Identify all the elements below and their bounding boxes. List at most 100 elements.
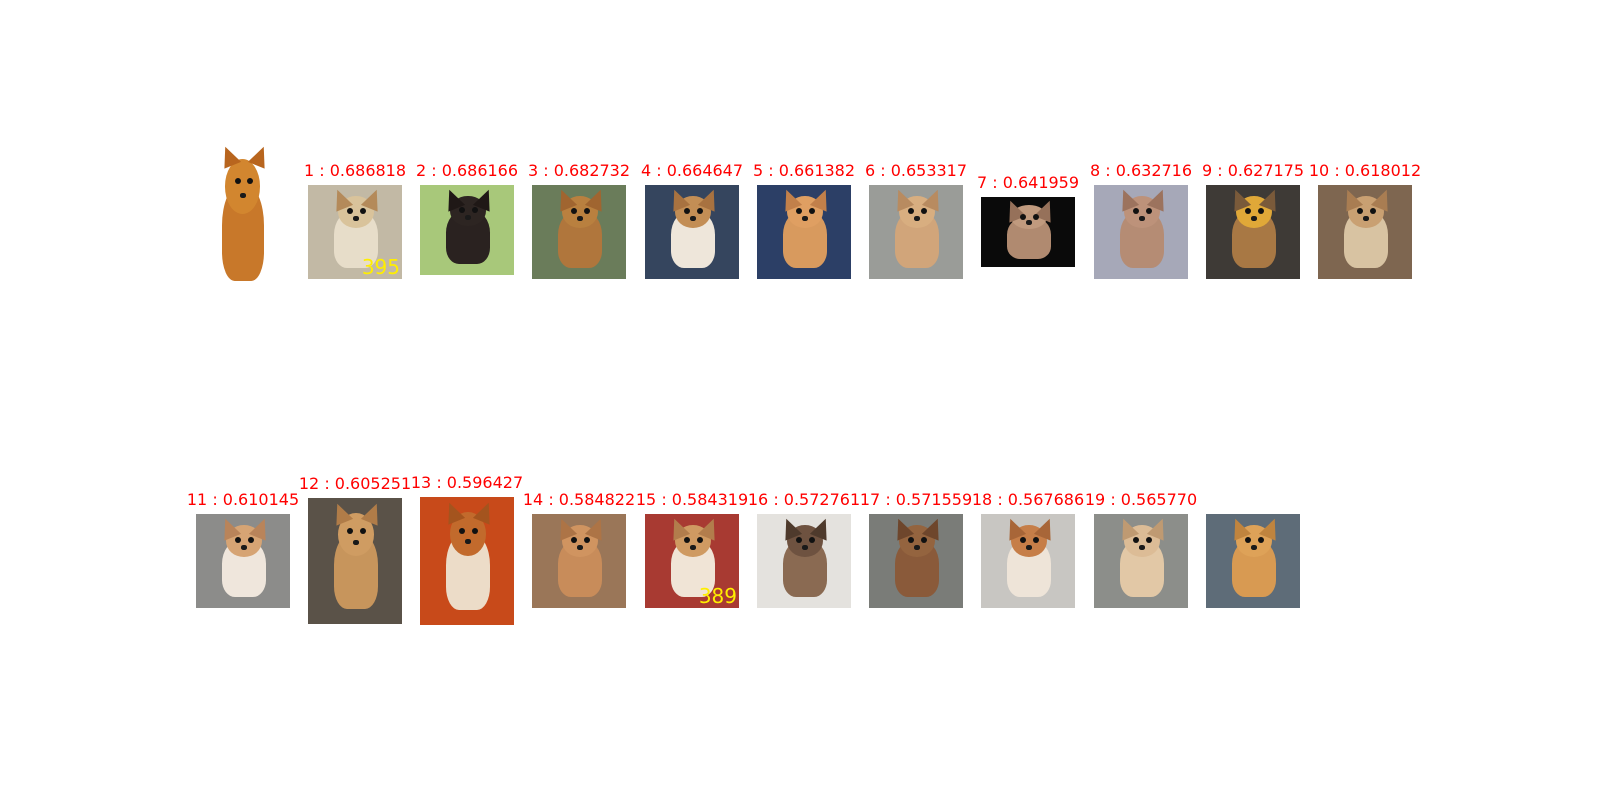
result-cell: 13 : 0.596427	[411, 474, 523, 625]
result-cell: 16 : 0.572761	[748, 491, 860, 608]
result-cell: 6 : 0.653317	[865, 162, 967, 279]
result-dog-image	[1094, 514, 1188, 608]
result-score-label: 12 : 0.605251	[298, 474, 412, 493]
result-dog-image	[1094, 185, 1188, 279]
dog-nose	[914, 545, 921, 551]
dog-right-eye	[583, 536, 590, 543]
dog-left-eye	[459, 206, 466, 213]
dog-nose	[1026, 545, 1033, 551]
dog-right-eye	[247, 536, 254, 543]
result-dog-image	[981, 197, 1075, 267]
dog-right-eye	[696, 536, 703, 543]
dog-nose	[1251, 545, 1258, 551]
dog-left-eye	[684, 536, 691, 543]
result-cell: 3 : 0.682732	[528, 162, 630, 279]
dog-right-eye	[1369, 207, 1376, 214]
dog-nose	[353, 216, 360, 222]
result-dog-image: 389	[645, 514, 739, 608]
dog-head	[787, 196, 823, 229]
dog-nose	[1139, 545, 1146, 551]
result-score-label: 10 : 0.618012	[1308, 161, 1422, 180]
dog-head	[1348, 196, 1384, 229]
result-dog-image	[757, 514, 851, 608]
dog-left-eye	[347, 207, 354, 214]
result-cell	[1206, 491, 1300, 608]
result-dog-image	[1318, 185, 1412, 279]
dog-left-eye	[459, 527, 466, 534]
dog-head	[450, 512, 486, 556]
dog-right-eye	[1145, 536, 1152, 543]
dog-nose	[1363, 216, 1370, 222]
result-cell: 8 : 0.632716	[1090, 162, 1192, 279]
dog-right-eye	[583, 207, 590, 214]
dog-nose	[1139, 216, 1146, 222]
dog-nose	[802, 216, 809, 222]
result-cell: 18 : 0.567686	[972, 491, 1084, 608]
query-dog-image	[196, 140, 288, 300]
dog-head	[562, 196, 598, 229]
dog-left-eye	[571, 207, 578, 214]
dog-right-eye	[471, 206, 478, 213]
result-dog-image	[532, 185, 626, 279]
dog-head	[787, 525, 823, 558]
dog-nose	[241, 545, 248, 551]
dog-nose	[353, 539, 360, 545]
dog-nose	[802, 545, 809, 551]
result-score-label: 5 : 0.661382	[752, 161, 856, 180]
dog-left-eye	[347, 528, 354, 535]
result-cell: 4 : 0.664647	[641, 162, 743, 279]
result-dog-image	[420, 497, 514, 625]
result-cell: 15 : 0.584319 389	[636, 491, 748, 608]
result-dog-image	[1206, 185, 1300, 279]
result-dog-image: 395	[308, 185, 402, 279]
dog-head	[1011, 525, 1047, 558]
dog-left-eye	[1245, 207, 1252, 214]
result-cell: 10 : 0.618012	[1309, 162, 1421, 279]
result-dog-image	[1206, 514, 1300, 608]
image-tag-number: 395	[361, 255, 400, 279]
dog-head	[450, 195, 486, 227]
dog-left-eye	[1020, 213, 1027, 220]
dog-right-eye	[471, 527, 478, 534]
result-cell: 12 : 0.605251	[299, 475, 411, 624]
dog-head	[675, 525, 711, 558]
result-cell: 2 : 0.686166	[416, 162, 518, 275]
dog-head	[562, 525, 598, 558]
dog-left-eye	[1245, 536, 1252, 543]
result-cell: 1 : 0.686818 395	[304, 162, 406, 279]
result-score-label: 4 : 0.664647	[640, 161, 744, 180]
dog-left-eye	[1133, 207, 1140, 214]
dog-nose	[465, 214, 472, 220]
dog-head	[1124, 196, 1160, 229]
result-dog-image	[869, 514, 963, 608]
result-score-label: 16 : 0.572761	[747, 490, 861, 509]
dog-nose	[240, 192, 247, 198]
result-cell: 17 : 0.571559	[860, 491, 972, 608]
dog-left-eye	[1020, 536, 1027, 543]
dog-nose	[577, 545, 584, 551]
result-score-label: 2 : 0.686166	[415, 161, 519, 180]
dog-head	[675, 196, 711, 229]
dog-head	[226, 525, 262, 558]
dog-right-eye	[1145, 207, 1152, 214]
dog-head	[338, 513, 374, 556]
result-score-label: 11 : 0.610145	[186, 490, 300, 509]
image-tag-number: 389	[698, 584, 737, 608]
dog-head	[1236, 196, 1272, 229]
result-cell: 14 : 0.584822	[523, 491, 635, 608]
dog-head	[899, 525, 935, 558]
dog-right-eye	[359, 207, 366, 214]
dog-right-eye	[920, 207, 927, 214]
dog-right-eye	[696, 207, 703, 214]
dog-head	[338, 196, 374, 229]
result-cell: 5 : 0.661382	[753, 162, 855, 279]
result-score-label: 13 : 0.596427	[410, 473, 524, 492]
dog-right-eye	[808, 207, 815, 214]
dog-right-eye	[1257, 536, 1264, 543]
result-cell: 19 : 0.565770	[1085, 491, 1197, 608]
dog-left-eye	[796, 536, 803, 543]
dog-right-eye	[1032, 536, 1039, 543]
dog-nose	[690, 545, 697, 551]
result-dog-image	[532, 514, 626, 608]
